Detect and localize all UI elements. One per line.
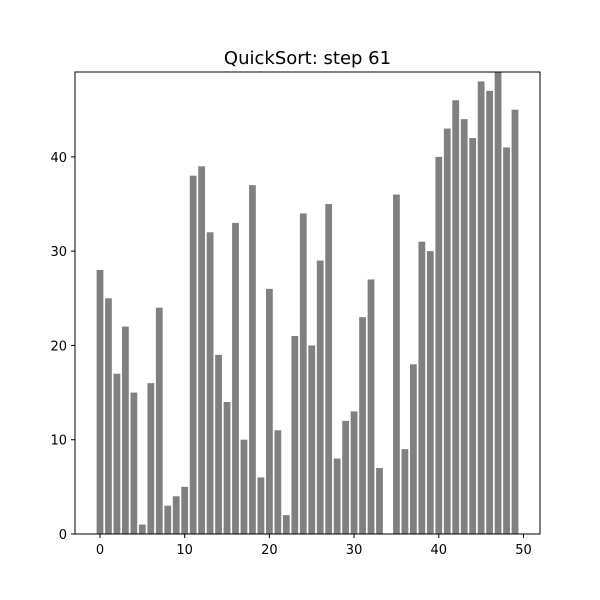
bar-7 <box>155 307 163 534</box>
bar-24 <box>299 213 307 534</box>
bar-27 <box>325 204 333 534</box>
bar-48 <box>503 147 510 534</box>
bar-16 <box>232 222 239 534</box>
bar-4 <box>130 392 138 534</box>
y-axis: 0 10 20 30 40 <box>50 151 75 543</box>
bar-19 <box>257 477 265 534</box>
bar-21 <box>274 430 282 534</box>
x-tick-label: 0 <box>96 543 104 558</box>
bar-5 <box>138 524 146 534</box>
bar-15 <box>223 402 231 534</box>
chart-title: QuickSort: step 61 <box>224 48 391 69</box>
bar-18 <box>249 185 256 534</box>
bar-22 <box>282 515 290 534</box>
x-tick-label: 40 <box>431 543 448 558</box>
bar-14 <box>215 354 222 534</box>
bar-13 <box>206 232 214 535</box>
bar-49 <box>511 109 519 534</box>
bar-33 <box>376 468 383 534</box>
bar-25 <box>308 345 316 534</box>
bar-28 <box>333 458 341 534</box>
bars-group <box>96 72 519 535</box>
x-tick-label: 30 <box>346 543 363 558</box>
bar-31 <box>359 317 366 534</box>
y-tick-label: 30 <box>50 245 67 260</box>
bar-39 <box>426 251 434 534</box>
bar-43 <box>460 119 468 535</box>
x-tick-label: 10 <box>176 543 193 558</box>
x-tick-label: 50 <box>515 543 532 558</box>
bar-3 <box>122 326 129 534</box>
plot-frame <box>74 71 541 535</box>
bar-26 <box>316 260 324 534</box>
y-tick-label: 20 <box>50 339 67 354</box>
bar-32 <box>367 279 375 534</box>
bar-42 <box>452 100 460 535</box>
bar-41 <box>443 128 451 535</box>
bar-23 <box>291 336 299 534</box>
bar-37 <box>409 364 417 534</box>
bar-9 <box>172 496 180 534</box>
bar-17 <box>240 439 248 534</box>
bar-45 <box>477 81 485 534</box>
bar-0 <box>96 270 104 534</box>
bar-12 <box>198 166 206 535</box>
x-tick-label: 20 <box>261 543 278 558</box>
x-axis: 0 10 20 30 40 50 <box>96 534 532 558</box>
bar-1 <box>105 298 112 534</box>
bar-36 <box>401 449 409 534</box>
bar-38 <box>418 241 426 534</box>
bar-29 <box>342 420 350 534</box>
y-tick-label: 0 <box>59 528 67 543</box>
bar-2 <box>113 373 121 534</box>
bar-46 <box>486 90 493 534</box>
y-tick-label: 40 <box>50 151 67 166</box>
bar-44 <box>469 138 477 534</box>
bar-11 <box>189 175 197 534</box>
bar-30 <box>350 411 358 534</box>
bar-20 <box>265 288 273 534</box>
bar-8 <box>164 505 172 534</box>
bar-35 <box>393 194 400 535</box>
bar-10 <box>181 486 189 534</box>
bar-6 <box>147 383 155 534</box>
bar-40 <box>435 156 443 534</box>
bar-47 <box>494 72 502 534</box>
y-tick-label: 10 <box>50 434 67 449</box>
